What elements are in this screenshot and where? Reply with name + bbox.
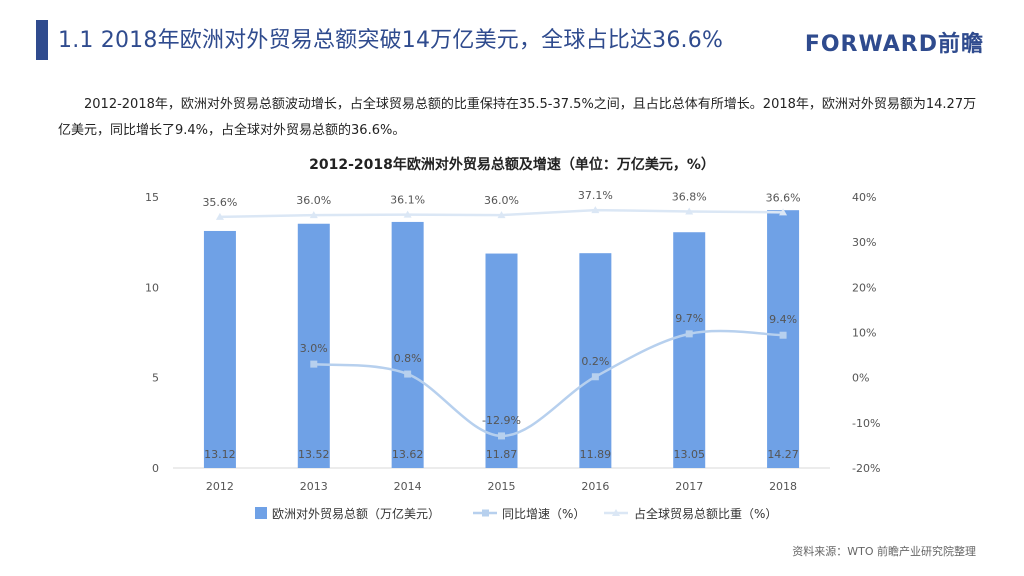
growth-line <box>313 329 784 438</box>
y-left-tick-label: 5 <box>152 372 159 385</box>
y-left-tick-label: 0 <box>152 462 159 475</box>
x-tick-label: 2014 <box>394 480 422 493</box>
share-point <box>403 210 412 218</box>
share-point <box>685 207 694 215</box>
bar <box>767 210 800 468</box>
legend-share-label: 占全球贸易总额比重（%） <box>634 506 777 521</box>
share-point <box>779 208 788 216</box>
growth-value-label: -12.9% <box>482 414 521 427</box>
growth-point <box>779 331 787 339</box>
bar-value-label: 13.52 <box>298 448 330 461</box>
share-value-label: 36.8% <box>672 190 707 203</box>
bar <box>579 253 612 468</box>
bar-value-label: 13.05 <box>673 448 705 461</box>
growth-point <box>685 330 693 338</box>
bar <box>485 253 518 468</box>
bar-value-label: 11.89 <box>580 448 612 461</box>
bar-value-label: 11.87 <box>486 448 518 461</box>
summary-paragraph: 2012-2018年，欧洲对外贸易总额波动增长，占全球贸易总额的比重保持在35.… <box>58 97 977 138</box>
bar <box>203 230 236 468</box>
x-tick-label: 2018 <box>769 480 797 493</box>
y-left-tick-label: 15 <box>145 191 159 204</box>
legend-share-marker <box>612 509 620 516</box>
y-right-tick-label: 20% <box>852 281 876 294</box>
chart-title: 2012-2018年欧洲对外贸易总额及增速（单位：万亿美元，%） <box>309 157 715 173</box>
source-note: 资料来源：WTO 前瞻产业研究院整理 <box>792 545 976 558</box>
y-right-tick-label: 40% <box>852 191 876 204</box>
growth-point <box>591 373 599 381</box>
x-tick-label: 2017 <box>675 480 703 493</box>
legend-growth-label: 同比增速（%） <box>502 507 585 521</box>
share-point <box>497 211 506 219</box>
y-left-tick-label: 10 <box>145 281 159 294</box>
legend-bar-label: 欧洲对外贸易总额（万亿美元） <box>272 506 440 521</box>
growth-point <box>498 432 505 440</box>
legend-bar-swatch <box>255 507 267 519</box>
legend-growth-marker <box>482 509 489 517</box>
growth-value-label: 9.7% <box>675 312 703 325</box>
y-right-tick-label: -20% <box>852 462 880 475</box>
x-tick-label: 2013 <box>300 480 328 493</box>
share-value-label: 37.1% <box>578 189 613 202</box>
y-right-tick-label: 10% <box>852 327 876 340</box>
share-value-label: 36.0% <box>484 194 519 207</box>
share-value-label: 35.6% <box>202 196 237 209</box>
share-value-label: 36.1% <box>390 194 425 207</box>
share-point <box>309 211 318 219</box>
share-point <box>591 206 600 214</box>
bar <box>297 223 330 468</box>
growth-value-label: 0.8% <box>394 352 422 365</box>
y-right-tick-label: 30% <box>852 236 876 249</box>
bar-value-label: 13.12 <box>204 448 236 461</box>
growth-point <box>310 360 318 368</box>
growth-value-label: 3.0% <box>300 342 328 355</box>
share-point <box>215 212 224 220</box>
y-right-tick-label: -10% <box>852 417 880 430</box>
x-tick-label: 2015 <box>488 480 516 493</box>
title-accent-bar <box>36 20 48 60</box>
growth-value-label: 9.4% <box>769 313 797 326</box>
slide-title: 1.1 2018年欧洲对外贸易总额突破14万亿美元，全球占比达36.6% <box>58 28 724 53</box>
x-tick-label: 2016 <box>581 480 609 493</box>
share-value-label: 36.6% <box>766 191 801 204</box>
growth-value-label: 0.2% <box>581 355 609 368</box>
share-value-label: 36.0% <box>296 194 331 207</box>
x-tick-label: 2012 <box>206 480 234 493</box>
bar <box>673 232 706 468</box>
y-right-tick-label: 0% <box>852 372 869 385</box>
bar-value-label: 14.27 <box>767 448 799 461</box>
bar <box>391 221 424 468</box>
growth-point <box>404 370 412 378</box>
forward-logo: FORWARD前瞻 <box>804 32 984 57</box>
bar-value-label: 13.62 <box>392 448 424 461</box>
